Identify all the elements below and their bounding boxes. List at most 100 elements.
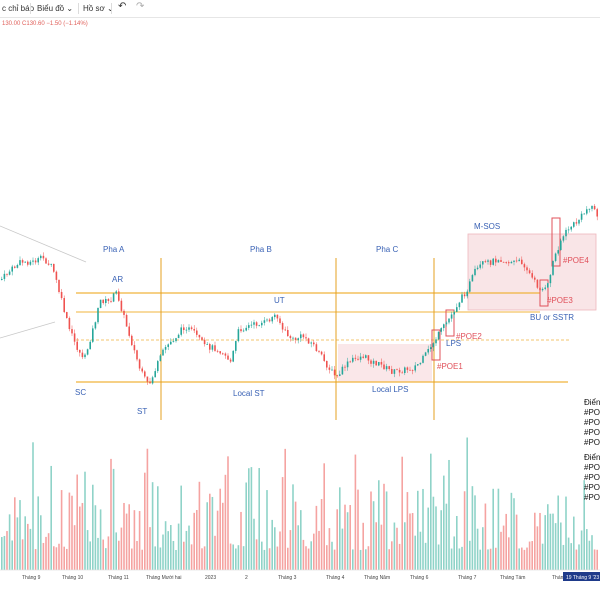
volume-bar (40, 515, 42, 570)
chart-menu-button[interactable]: Biểu đồ ⌄ (37, 3, 73, 15)
candle-body (203, 339, 206, 345)
volume-bar (414, 535, 416, 570)
profile-menu-button[interactable]: Hồ sơ ⌄ (83, 3, 114, 15)
downtrend-line (0, 225, 87, 263)
indicators-button[interactable]: c chỉ báo (2, 4, 35, 13)
volume-bar (424, 542, 427, 570)
candle-body (133, 345, 136, 351)
volume-bar (118, 540, 120, 570)
undo-icon[interactable]: ↶ (118, 1, 127, 12)
candle-body (125, 314, 128, 327)
candle-body (456, 307, 458, 312)
volume-bar (586, 529, 588, 570)
candle-body (274, 314, 276, 318)
candle-body (391, 369, 393, 374)
volume-bar (492, 488, 494, 570)
candle-body (578, 219, 580, 224)
volume-bar (346, 512, 349, 570)
candle-body (461, 294, 463, 303)
chevron-down-icon: ⌄ (66, 4, 74, 13)
volume-bar (547, 504, 549, 570)
volume-bar (573, 516, 575, 570)
candle-body (396, 369, 398, 371)
volume-bar (372, 501, 375, 570)
volume-bar (172, 540, 175, 570)
candle-body (151, 377, 154, 384)
candle-body (544, 287, 546, 289)
volume-bar (79, 506, 81, 570)
candle-body (240, 329, 242, 332)
candle-body (149, 381, 151, 384)
candle-body (14, 266, 16, 268)
volume-bar (19, 500, 21, 570)
volume-bar (396, 527, 398, 570)
volume-bar (180, 485, 182, 570)
volume-bar (443, 475, 445, 570)
candle-body (482, 261, 484, 265)
volume-bar (432, 496, 435, 570)
volume-bar (359, 549, 362, 570)
volume-bar (198, 481, 201, 570)
candle-body (583, 213, 585, 215)
volume-bar (250, 467, 253, 570)
volume-bar (170, 525, 172, 570)
candle-body (305, 337, 307, 339)
volume-bar (84, 471, 86, 570)
volume-bar (385, 491, 388, 570)
candle-body (222, 353, 224, 355)
candle-body (479, 264, 481, 268)
volume-bar (541, 543, 544, 570)
candle-body (94, 322, 97, 329)
volume-bar (518, 548, 520, 570)
candle-body (253, 322, 255, 325)
volume-bar (105, 548, 107, 570)
volume-bar (258, 468, 260, 570)
volume-bar (326, 545, 328, 570)
volume-bar (203, 546, 206, 570)
volume-bar (149, 527, 151, 570)
volume-bar (128, 504, 130, 570)
volume-bar (3, 535, 6, 570)
candle-body (29, 261, 32, 265)
x-tick-label: Tháng 3 (278, 575, 297, 581)
volume-bar (34, 549, 37, 570)
candle-body (81, 352, 84, 358)
candle-body (177, 334, 180, 339)
candle-body (500, 260, 502, 262)
volume-bar (284, 448, 286, 570)
candle-body (138, 359, 141, 369)
volume-bar (510, 492, 513, 570)
volume-bar (513, 498, 515, 570)
phase-b-label: Pha B (250, 245, 272, 254)
candle-body (427, 349, 429, 353)
candle-body (276, 314, 279, 319)
volume-bar (367, 546, 370, 570)
candle-body (570, 226, 572, 230)
candle-body (198, 334, 201, 338)
candle-body (565, 229, 567, 237)
candle-body (557, 250, 559, 254)
candle-body (24, 261, 26, 263)
candle-body (552, 260, 554, 275)
volume-bar (240, 511, 242, 570)
volume-bar (339, 487, 341, 570)
volume-bar (120, 527, 123, 570)
volume-bar (474, 495, 476, 570)
candle-body (183, 327, 185, 330)
right-note-item: #POE (584, 473, 600, 482)
redo-icon[interactable]: ↷ (136, 1, 145, 12)
candle-body (289, 336, 292, 339)
volume-bar (388, 549, 390, 570)
candle-body (66, 312, 68, 318)
candle-body (593, 205, 596, 210)
candle-body (567, 229, 570, 231)
candle-body (560, 240, 562, 251)
right-note-item: #POE (584, 408, 600, 417)
volume-bar (55, 547, 58, 570)
candle-body (510, 261, 513, 264)
candle-body (115, 291, 117, 294)
volume-bar (523, 549, 526, 570)
volume-bar (549, 513, 552, 570)
volume-bar (341, 528, 344, 570)
